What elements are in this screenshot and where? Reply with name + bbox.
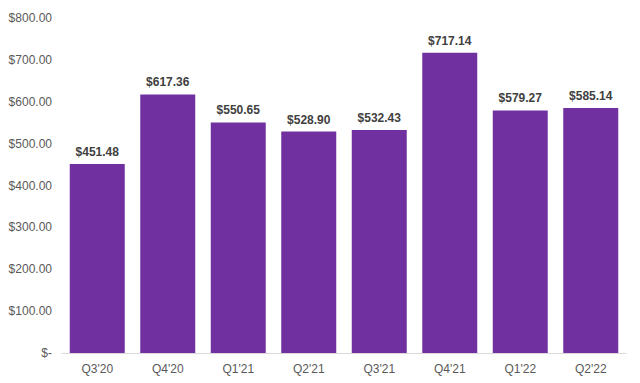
svg-text:$451.48: $451.48 <box>76 145 120 159</box>
svg-text:Q1'21: Q1'21 <box>222 362 254 376</box>
svg-text:$300.00: $300.00 <box>9 220 53 234</box>
svg-text:$400.00: $400.00 <box>9 179 53 193</box>
svg-text:$550.65: $550.65 <box>217 103 261 117</box>
svg-text:$200.00: $200.00 <box>9 262 53 276</box>
svg-text:$585.14: $585.14 <box>569 89 613 103</box>
svg-text:$600.00: $600.00 <box>9 95 53 109</box>
svg-text:$800.00: $800.00 <box>9 11 53 25</box>
svg-text:Q2'21: Q2'21 <box>293 362 325 376</box>
svg-text:$717.14: $717.14 <box>428 34 472 48</box>
svg-text:$700.00: $700.00 <box>9 53 53 67</box>
svg-text:Q3'21: Q3'21 <box>363 362 395 376</box>
svg-text:Q4'21: Q4'21 <box>434 362 466 376</box>
svg-text:$-: $- <box>41 346 52 360</box>
svg-text:Q1'22: Q1'22 <box>504 362 536 376</box>
svg-text:$617.36: $617.36 <box>146 75 190 89</box>
svg-text:$528.90: $528.90 <box>287 113 331 127</box>
svg-text:$579.27: $579.27 <box>499 91 543 105</box>
svg-text:$100.00: $100.00 <box>9 304 53 318</box>
svg-text:$532.43: $532.43 <box>358 111 402 125</box>
svg-text:Q2'22: Q2'22 <box>575 362 607 376</box>
svg-text:$500.00: $500.00 <box>9 137 53 151</box>
svg-text:Q3'20: Q3'20 <box>81 362 113 376</box>
svg-text:Q4'20: Q4'20 <box>152 362 184 376</box>
